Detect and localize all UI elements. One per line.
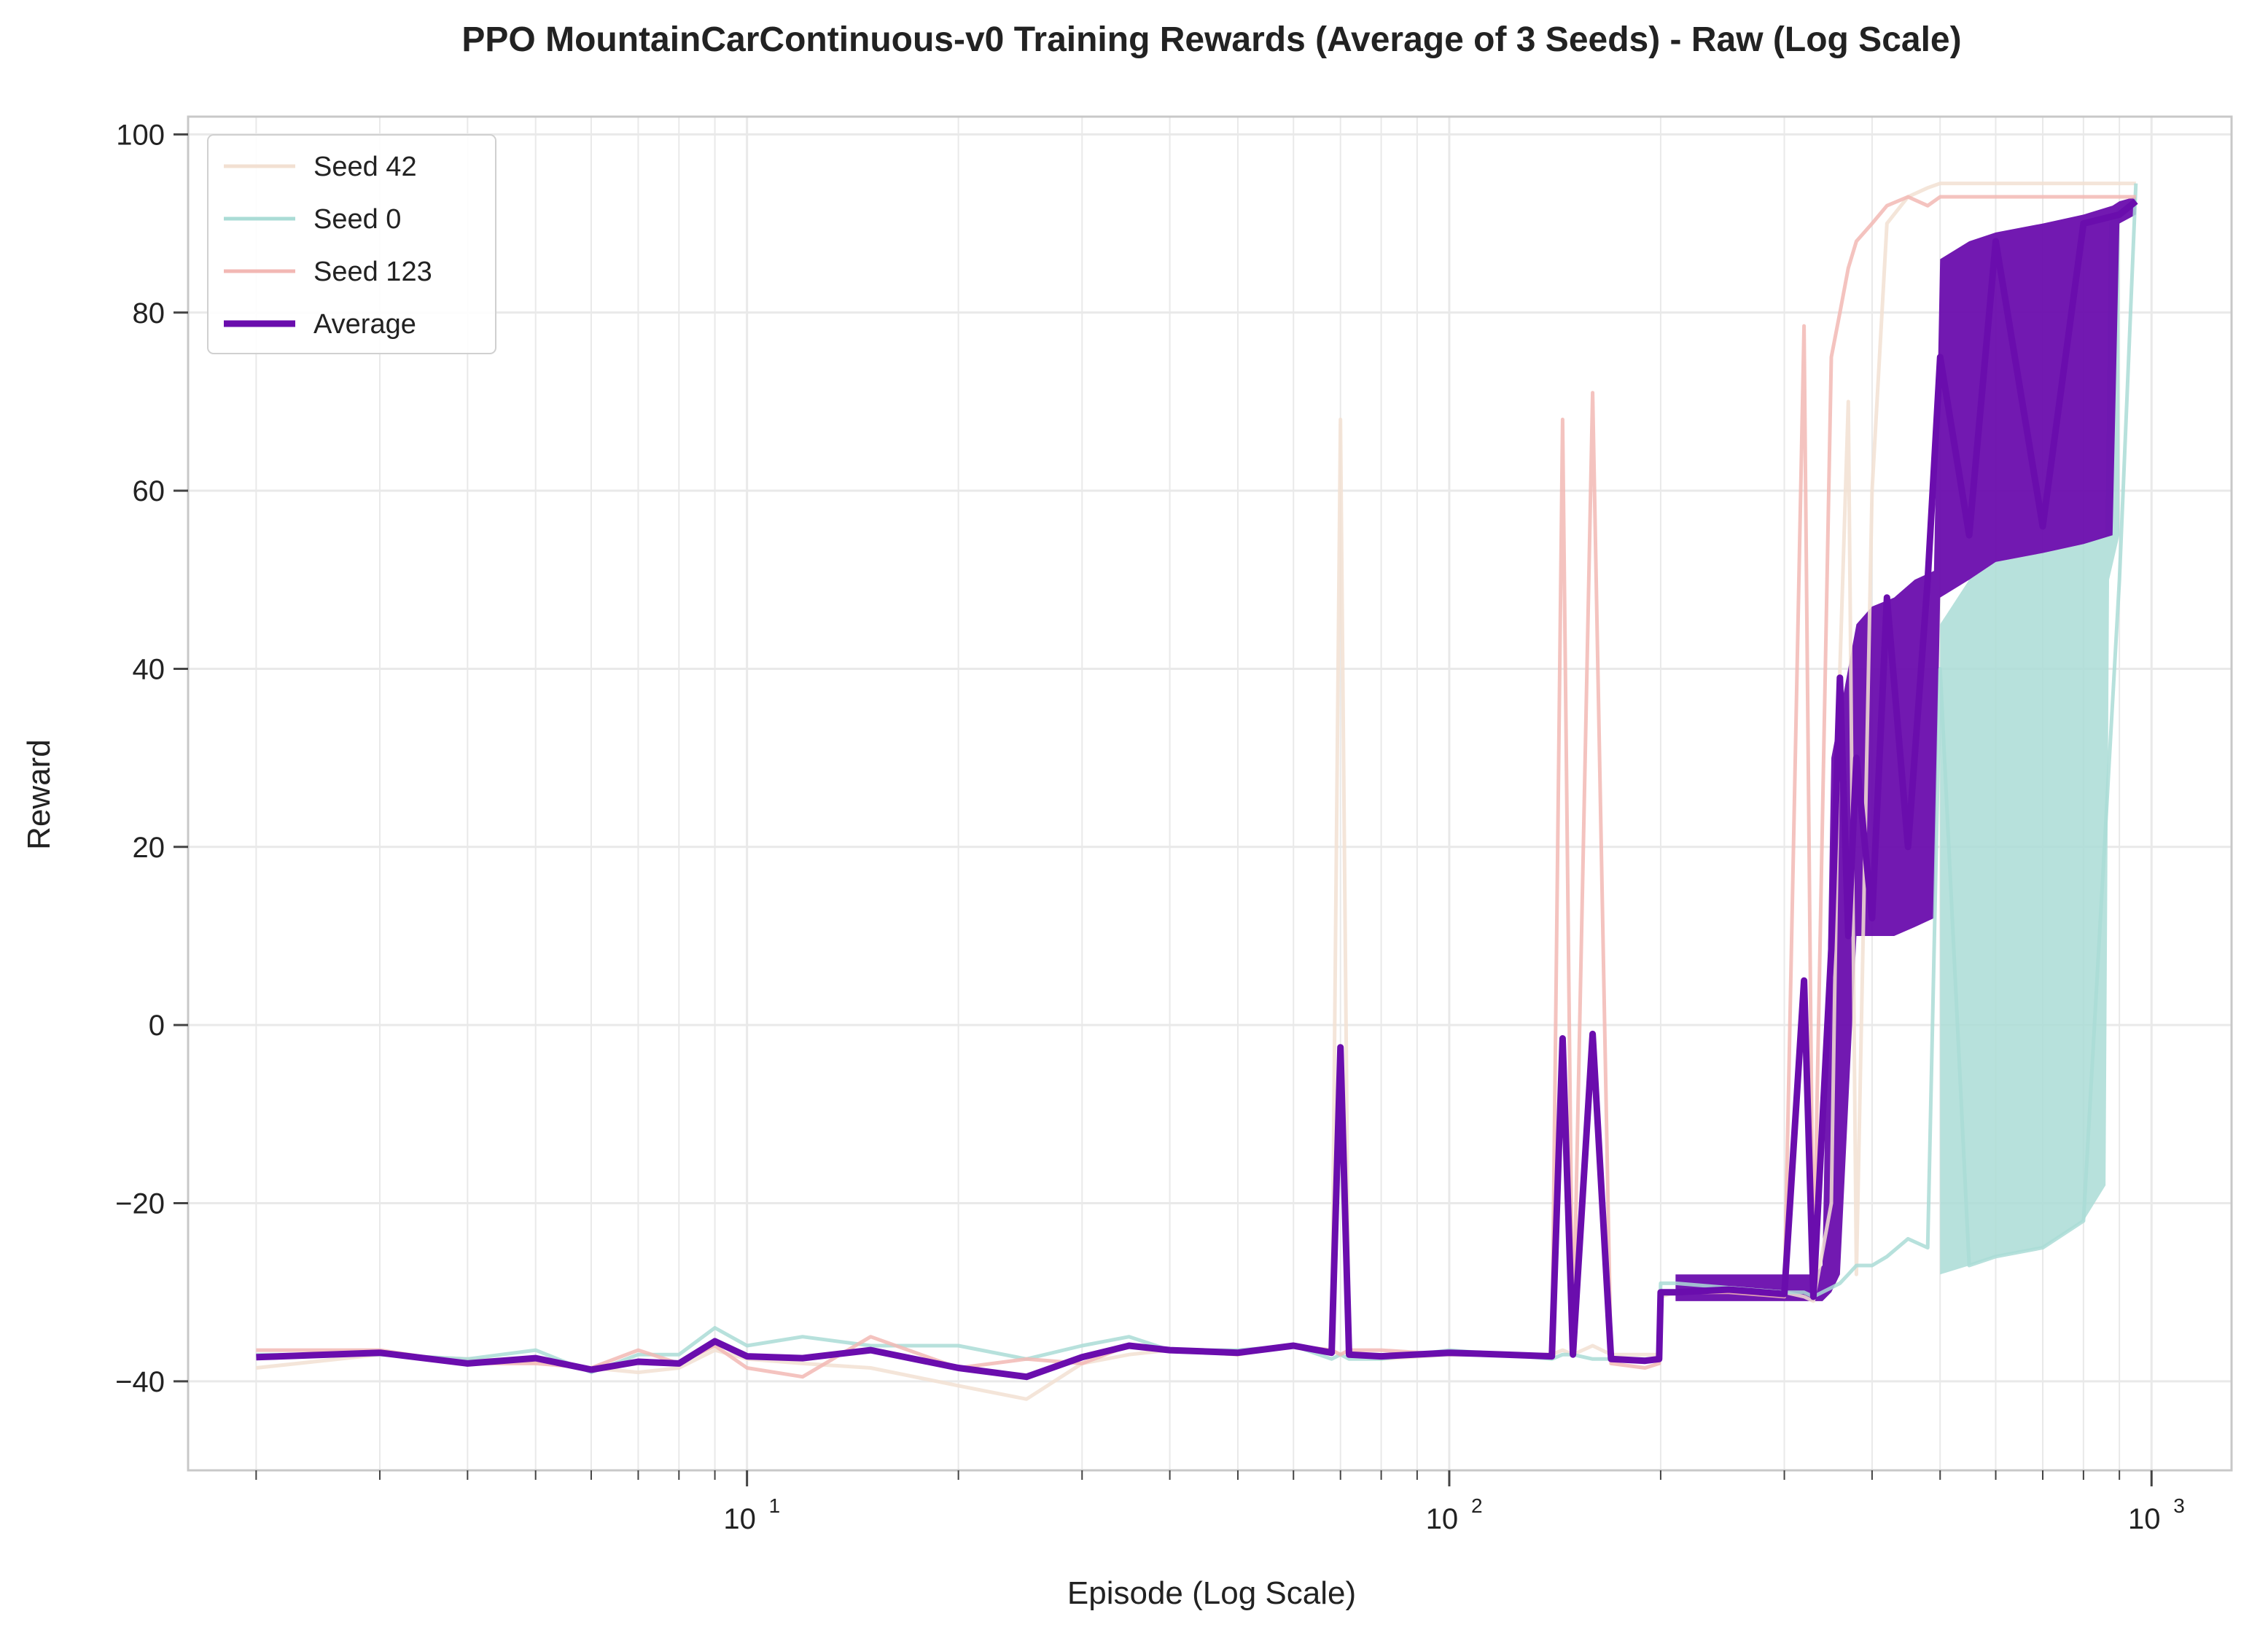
legend-label: Seed 123 <box>313 257 432 287</box>
chart-title: PPO MountainCarContinuous-v0 Training Re… <box>461 20 1961 59</box>
x-tick-label: 10 <box>1426 1503 1459 1535</box>
x-axis-label: Episode (Log Scale) <box>1067 1575 1356 1611</box>
seed-0-line <box>256 183 2138 1375</box>
x-tick-label: 10 <box>2128 1503 2161 1535</box>
y-axis-label: Reward <box>21 739 57 850</box>
y-tick-label: 20 <box>133 832 165 864</box>
seed-0-band <box>1940 206 2120 1275</box>
legend-label: Average <box>313 309 416 340</box>
x-tick-exponent: 2 <box>1471 1494 1483 1517</box>
legend-box <box>207 134 496 354</box>
legend: Seed 42 Seed 0 Seed 123 Average <box>207 134 496 354</box>
y-tick-label: 0 <box>149 1010 165 1042</box>
average-line <box>256 198 2138 1381</box>
x-tick-label: 10 <box>723 1503 756 1535</box>
average-band <box>1675 196 2136 1301</box>
legend-label: Seed 42 <box>313 152 417 182</box>
y-tick-label: 80 <box>133 297 165 329</box>
y-tick-label: −20 <box>115 1187 165 1220</box>
y-tick-label: −40 <box>115 1366 165 1398</box>
y-tick-label: 60 <box>133 475 165 507</box>
y-tick-label: 40 <box>133 653 165 685</box>
seed-42-line <box>256 182 2136 1401</box>
plot-area <box>187 115 2233 1472</box>
x-tick-exponent: 1 <box>769 1494 781 1517</box>
x-tick-exponent: 3 <box>2173 1494 2185 1517</box>
seed-123-line <box>256 195 2136 1379</box>
axis-ticks: 100 80 60 40 20 0 −20 −40 10 1 10 2 10 3 <box>115 119 2185 1535</box>
legend-label: Seed 0 <box>313 204 401 235</box>
data-series <box>256 182 2138 1401</box>
y-tick-label: 100 <box>116 119 165 151</box>
